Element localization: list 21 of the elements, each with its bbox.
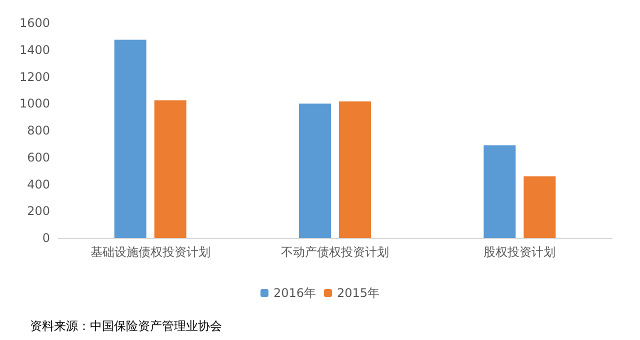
bar — [484, 145, 516, 238]
legend-label: 2015年 — [337, 286, 380, 300]
y-tick-label: 800 — [27, 124, 50, 138]
y-tick-label: 400 — [27, 177, 50, 192]
y-tick-label: 1000 — [19, 96, 50, 111]
y-tick-label: 0 — [42, 231, 50, 245]
y-tick-label: 200 — [27, 204, 50, 218]
bar — [524, 176, 556, 238]
x-tick-label: 不动产债权投资计划 — [281, 245, 389, 259]
y-tick-label: 1200 — [19, 70, 50, 84]
y-tick-label: 1600 — [19, 16, 50, 30]
bar — [299, 104, 331, 238]
text: 资料来源：中国保险资产管理业协会 — [30, 319, 222, 333]
y-tick-label: 600 — [27, 150, 50, 164]
y-tick-label: 1400 — [19, 42, 50, 57]
x-tick-label: 股权投资计划 — [484, 245, 556, 259]
bar — [339, 101, 371, 238]
legend-label: 2016年 — [273, 286, 316, 300]
x-tick-label: 基础设施债权投资计划 — [90, 245, 210, 259]
bar — [114, 40, 146, 238]
bar — [154, 100, 186, 238]
